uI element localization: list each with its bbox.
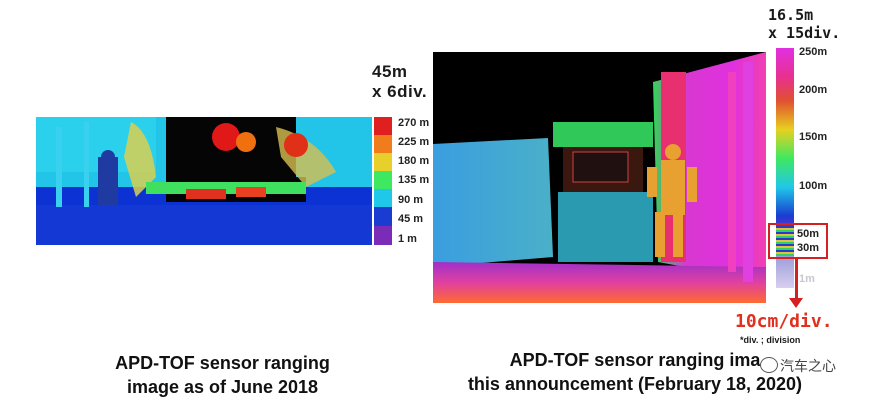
left-scale-title-line2: x 6div. [372, 82, 428, 101]
wechat-logo-icon [760, 357, 778, 373]
left-caption: APD-TOF sensor ranging image as of June … [90, 351, 355, 399]
resolution-label: 10cm/div. [735, 311, 833, 332]
right-color-scale-bar [776, 48, 794, 288]
right-scale-title-line1: 16.5m [768, 6, 814, 24]
right-scale-title: 16.5m x 15div. [768, 6, 840, 42]
ranging-image-2018 [36, 117, 372, 245]
right-scale-tick: 100m [799, 180, 828, 192]
left-scale-tick: 270 m [398, 117, 430, 129]
ranging-image-2020-render [433, 52, 766, 303]
watermark: 汽车之心 [780, 358, 836, 374]
ranging-image-2020 [433, 52, 766, 303]
right-scale-tick: 1m [799, 273, 815, 285]
right-scale-title-line2: x 15div. [768, 24, 841, 42]
left-scale-tick: 180 m [398, 155, 430, 167]
left-scale-tick: 225 m [398, 136, 430, 148]
left-scale-tick: 90 m [398, 194, 424, 206]
right-scale-tick: 50m [797, 228, 820, 240]
zoom-highlight-box [768, 223, 828, 259]
left-scale-tick: 135 m [398, 174, 430, 186]
right-caption-line2: this announcement (February 18, 2020) [467, 374, 803, 394]
arrow-down-icon [789, 298, 803, 308]
right-caption: APD-TOF sensor ranging ima this announce… [430, 348, 840, 396]
right-scale-tick: 250m [799, 46, 828, 58]
division-note: *div. ; division [740, 335, 801, 345]
left-scale-title: 45m x 6div. [372, 62, 427, 102]
left-scale-tick: 45 m [398, 213, 424, 225]
right-scale-tick: 200m [799, 84, 828, 96]
left-scale-tick: 1 m [398, 233, 417, 245]
arrow-shaft [795, 258, 798, 302]
right-scale-tick: 150m [799, 131, 828, 143]
right-scale-tick: 30m [797, 242, 820, 254]
left-caption-line2: image as of June 2018 [126, 377, 319, 397]
left-caption-line1: APD-TOF sensor ranging [115, 353, 330, 373]
left-color-scale-bar [374, 117, 392, 245]
ranging-image-2018-render [36, 117, 372, 245]
left-scale-title-line1: 45m [372, 62, 408, 81]
right-caption-line1: APD-TOF sensor ranging ima [509, 350, 761, 370]
